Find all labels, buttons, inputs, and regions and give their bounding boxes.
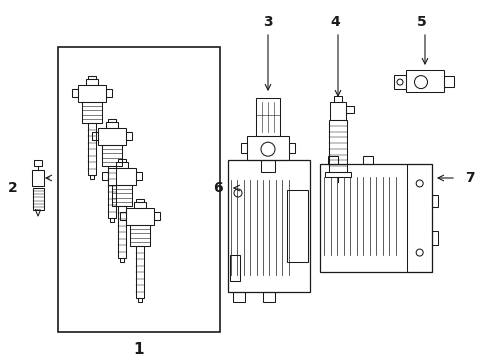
Bar [120,258,124,262]
Bar [363,156,372,164]
Bar [325,172,351,177]
Bar [102,172,108,180]
Bar [247,136,289,160]
Text: 2: 2 [8,181,18,195]
Bar [136,246,144,298]
Bar [394,75,406,89]
Bar [88,76,96,79]
Bar [134,202,146,208]
Bar [346,106,354,113]
Bar [432,231,438,245]
Text: 5: 5 [417,15,427,29]
Bar [81,102,102,123]
Bar [126,132,132,140]
Bar [256,98,280,136]
Bar [88,123,96,175]
Bar [320,164,432,272]
Text: 6: 6 [213,181,223,195]
Bar [263,292,275,302]
Bar [32,170,44,186]
Bar [328,156,338,164]
Bar [78,85,106,102]
Bar [58,47,220,332]
Bar [116,162,128,168]
Bar [118,158,126,162]
Bar [108,118,116,122]
Bar [334,96,342,102]
Bar [86,79,98,85]
Bar [118,206,126,258]
Bar [101,145,122,166]
Bar [407,164,432,272]
Bar [106,122,118,128]
Bar [287,190,308,262]
Bar [233,292,245,302]
Bar [92,132,98,140]
Bar [126,208,154,225]
Bar [120,212,126,220]
Bar [136,198,144,202]
Bar [110,218,114,222]
Text: 7: 7 [465,171,475,185]
Text: 1: 1 [134,342,144,357]
Bar [129,225,150,246]
Bar [406,70,444,92]
Bar [136,172,142,180]
Bar [432,195,438,207]
Bar [154,212,160,220]
Bar [261,160,275,172]
Bar [90,175,94,179]
Bar [32,188,44,210]
Text: 3: 3 [263,15,273,29]
Bar [330,102,346,120]
Bar [34,160,42,166]
Bar [108,166,116,218]
Bar [106,89,112,97]
Bar [444,77,454,86]
Bar [228,160,310,292]
Bar [98,128,126,145]
Bar [108,168,136,185]
Bar [241,143,247,153]
Bar [329,120,347,172]
Bar [138,298,142,302]
Bar [289,143,295,153]
Bar [72,89,78,97]
Bar [112,185,132,206]
Text: 4: 4 [330,15,340,29]
Bar [230,255,240,282]
